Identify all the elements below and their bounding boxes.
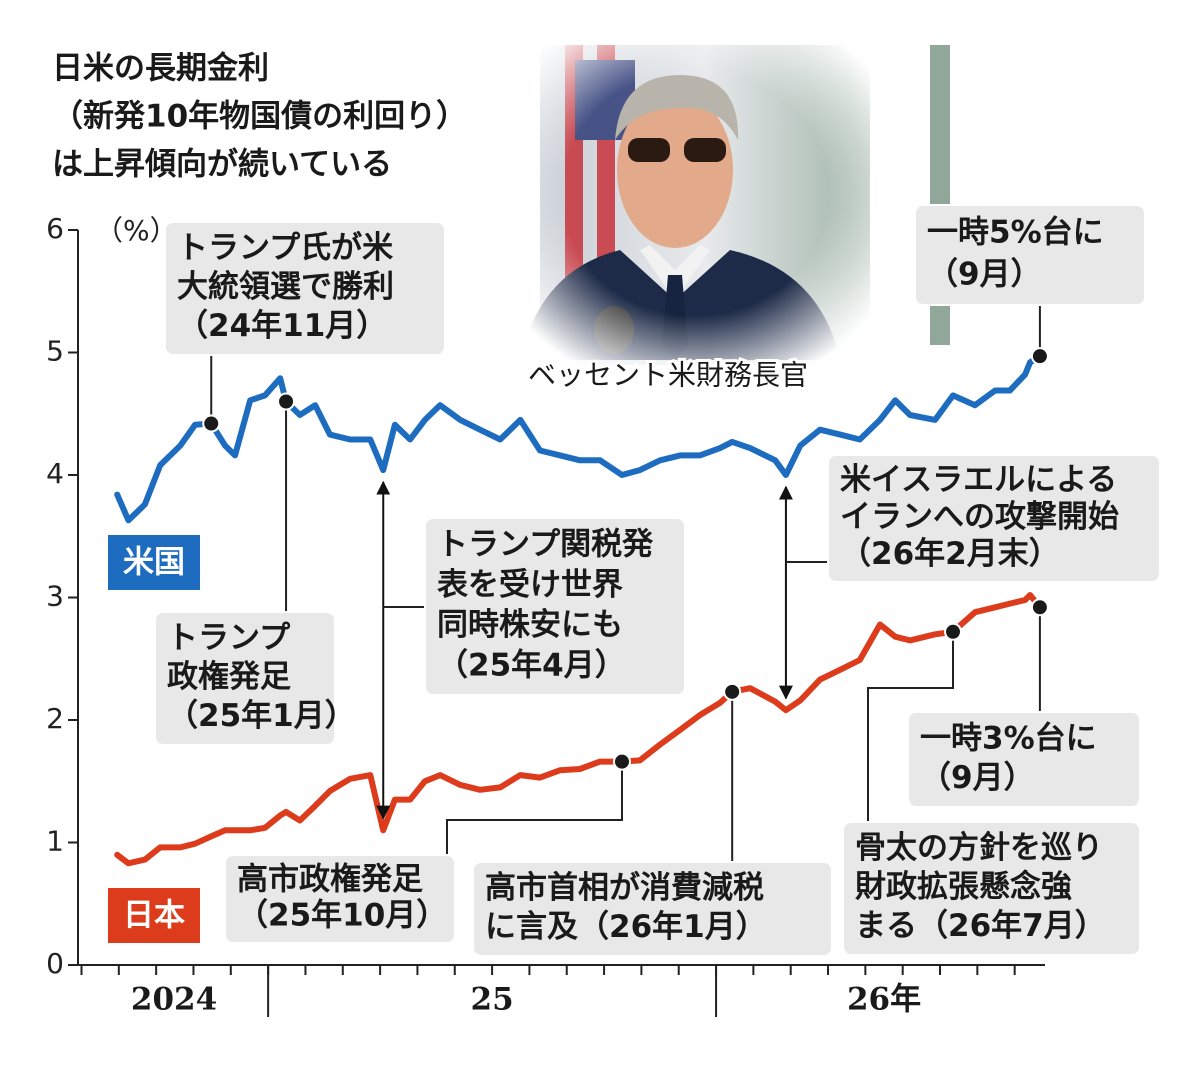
- annotation-box: [224, 854, 456, 944]
- series-line: [114, 353, 1043, 524]
- annotation-text: 米イスラエルによる: [840, 462, 1117, 498]
- data-point: [277, 392, 296, 411]
- y-tick-label: 2: [46, 702, 64, 735]
- year-label: 26年: [847, 982, 921, 1018]
- annotation-text: 一時3%台に: [920, 720, 1097, 756]
- annotation-text: （25年10月）: [237, 898, 447, 934]
- y-tick-label: 3: [46, 580, 64, 613]
- y-tick-label: 4: [46, 457, 64, 490]
- data-point: [1030, 347, 1049, 366]
- annotation-box: [842, 821, 1141, 956]
- photo: [510, 40, 950, 380]
- title-line: （新発10年物国債の利回り）: [52, 99, 467, 135]
- annotation-text: 一時5%台に: [927, 215, 1104, 251]
- data-point: [202, 414, 221, 433]
- annotation-text: （9月）: [927, 257, 1042, 293]
- year-label: 25: [471, 982, 514, 1018]
- photo-caption: ベッセント米財務長官: [528, 359, 808, 392]
- annotation-text: トランプ関税発: [437, 527, 654, 563]
- series-label-box: [108, 535, 200, 590]
- annotation-text: （25年4月）: [437, 647, 626, 683]
- annotation-box: [914, 204, 1146, 306]
- annotation-text: まる（26年7月）: [855, 908, 1106, 944]
- annotation-text: （24年11月）: [177, 308, 387, 344]
- annotation-text: （9月）: [920, 760, 1035, 796]
- annotation-box: [154, 611, 336, 746]
- annotation-text: 高市政権発足: [237, 862, 423, 898]
- annotation-text: トランプ: [167, 620, 291, 656]
- annotation-text: （25年1月）: [167, 698, 356, 734]
- series-line: [114, 592, 1043, 867]
- annotation-text: （26年2月末）: [840, 536, 1060, 572]
- annotation-text: 骨太の方針を巡り: [855, 830, 1103, 866]
- title-line: は上昇傾向が続いている: [52, 147, 392, 183]
- annotation-text: 大統領選で勝利: [177, 269, 394, 305]
- unit-label: （%）: [95, 214, 178, 247]
- data-point: [1030, 598, 1049, 617]
- annotation: 高市政権発足（25年10月）: [224, 761, 623, 944]
- data-point: [612, 752, 631, 771]
- annotation-box: [424, 517, 686, 696]
- y-tick-label: 5: [46, 335, 64, 368]
- legend-label: 日本: [123, 898, 185, 934]
- annotation-text: イランへの攻撃開始: [840, 499, 1119, 535]
- data-point: [944, 622, 963, 641]
- leader-line: [446, 761, 623, 855]
- annotation-text: 表を受け世界: [437, 567, 623, 603]
- annotation-box: [827, 454, 1161, 583]
- annotation: 一時3%台に （9月）: [907, 607, 1141, 808]
- annotation: 一時5%台に （9月）: [914, 204, 1146, 357]
- annotation-box: [164, 221, 446, 356]
- annotation-text: に言及（26年1月）: [485, 909, 767, 945]
- y-tick-label: 6: [46, 212, 64, 245]
- annotation-text: 財政拡張懸念強: [855, 869, 1072, 905]
- series-label-box: [108, 888, 200, 943]
- leader-line: [867, 631, 955, 822]
- y-tick-label: 1: [46, 825, 64, 858]
- annotation-text: 高市首相が消費減税: [485, 870, 764, 906]
- y-tick-label: 0: [46, 947, 64, 980]
- annotation-text: 同時株安にも: [437, 607, 623, 643]
- year-label: 2024: [131, 982, 217, 1018]
- legend-label: 米国: [123, 545, 185, 581]
- data-point: [723, 682, 742, 701]
- annotation-text: 政権発足: [167, 659, 291, 695]
- annotation-box: [472, 861, 833, 957]
- title-line: 日米の長期金利: [52, 51, 269, 87]
- annotation-box: [907, 711, 1141, 808]
- annotation-text: トランプ氏が米: [177, 230, 393, 266]
